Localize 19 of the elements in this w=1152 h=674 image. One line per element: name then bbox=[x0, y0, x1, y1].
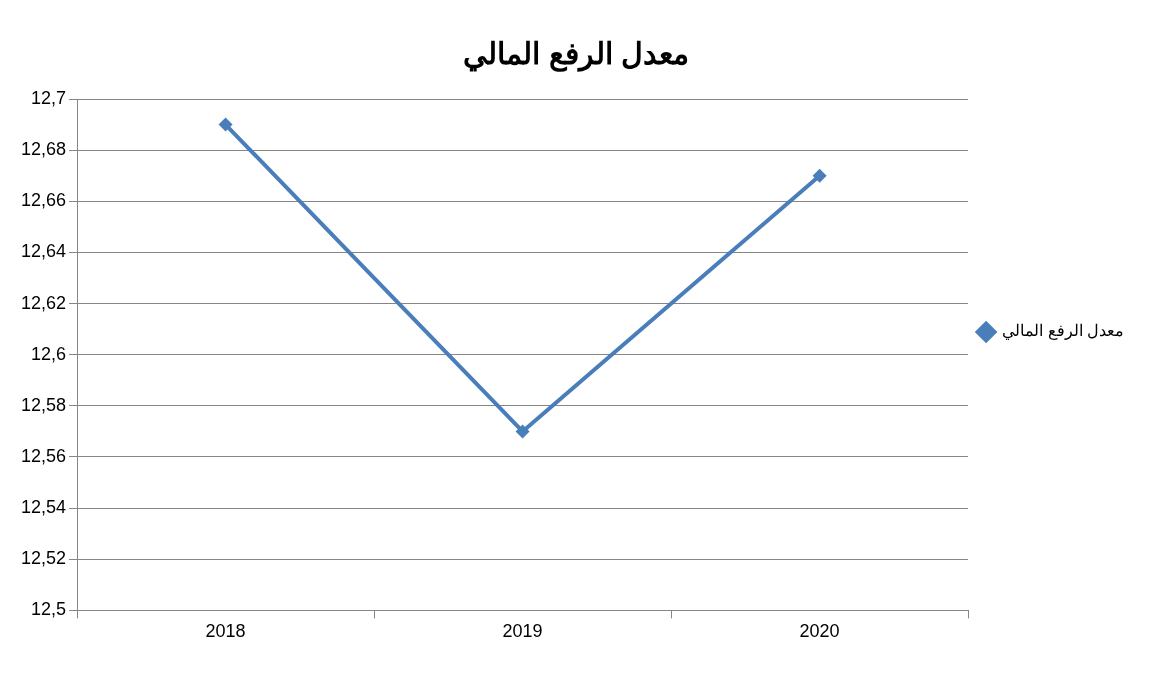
x-tick-label: 2018 bbox=[205, 621, 246, 642]
point bbox=[812, 168, 827, 183]
x-tick-label: 2019 bbox=[502, 621, 543, 642]
legend-label: معدل الرفع المالي bbox=[1002, 322, 1124, 341]
y-tick-label: 12,62 bbox=[21, 292, 67, 313]
y-tick-label: 12,5 bbox=[31, 599, 67, 620]
y-tick-label: 12,68 bbox=[21, 139, 67, 160]
x-tick-label: 2020 bbox=[799, 621, 840, 642]
y-tick-label: 12,52 bbox=[21, 548, 67, 569]
y-tick-label: 12,58 bbox=[21, 394, 67, 415]
y-tick-label: 12,54 bbox=[21, 497, 67, 518]
y-tick-label: 12,66 bbox=[21, 190, 67, 211]
y-tick-label: 12,6 bbox=[31, 343, 67, 364]
y-tick-label: 12,56 bbox=[21, 445, 67, 466]
point bbox=[218, 117, 233, 132]
chart-title: معدل الرفع المالي bbox=[463, 37, 689, 73]
y-tick-label: 12,7 bbox=[31, 87, 67, 108]
point bbox=[515, 424, 530, 439]
y-tick-label: 12,64 bbox=[21, 241, 67, 262]
